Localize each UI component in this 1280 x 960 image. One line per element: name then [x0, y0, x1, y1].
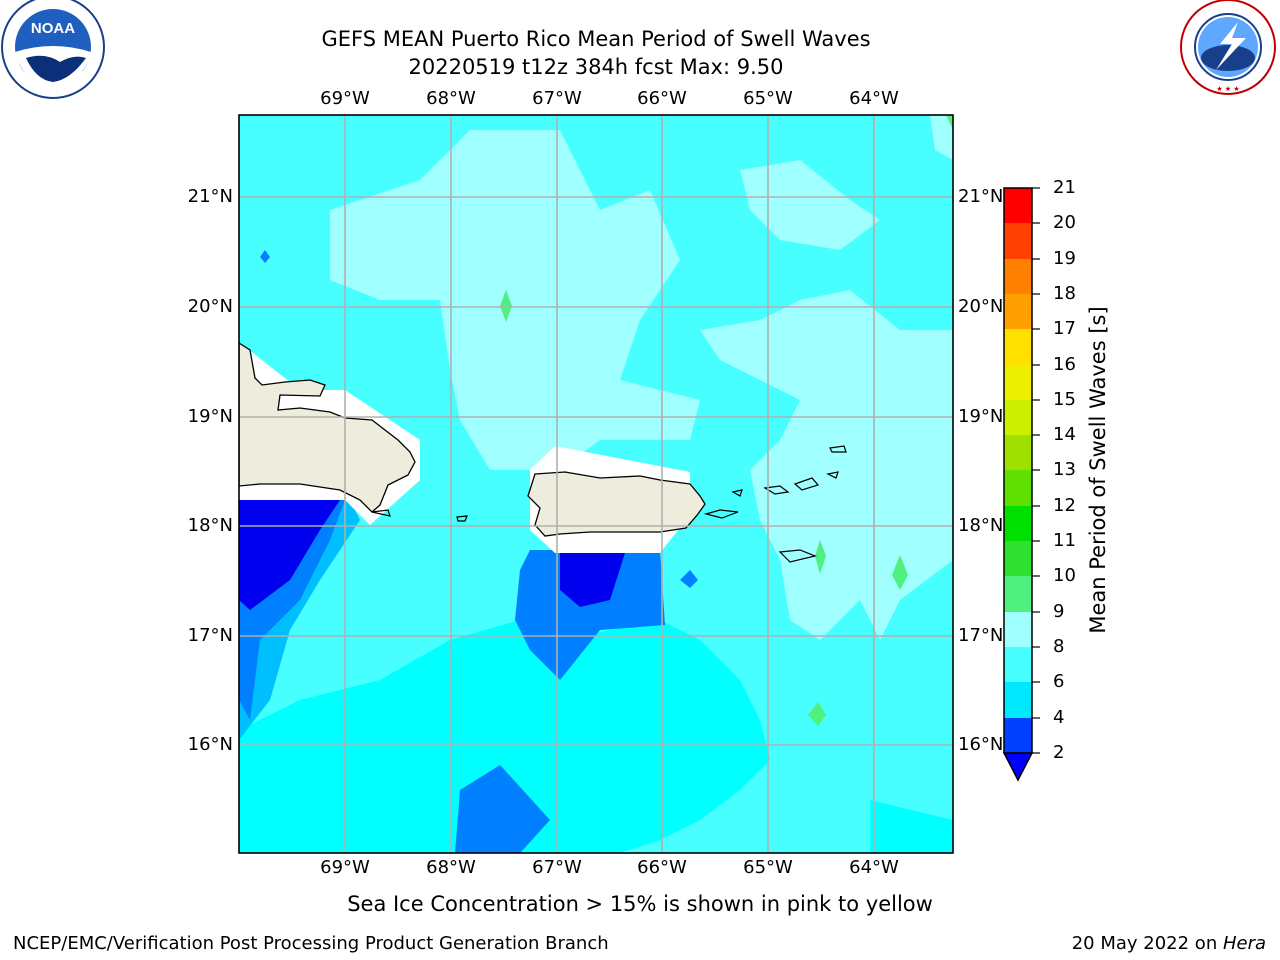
- virgin-islands: [371, 445, 847, 563]
- lon-label-bottom: 69°W: [320, 857, 370, 878]
- wave-period-field: [239, 115, 953, 853]
- lat-label-left: 17°N: [187, 625, 233, 646]
- lon-label-bottom: 67°W: [532, 857, 582, 878]
- lat-label-right: 16°N: [958, 734, 1004, 755]
- lon-label-top: 65°W: [743, 88, 793, 109]
- lat-label-right: 17°N: [958, 625, 1004, 646]
- colorbar-tick-label: 20: [1053, 212, 1076, 233]
- noaa-logo-text: NOAA: [31, 20, 75, 37]
- map-gridlines: [239, 115, 953, 853]
- colorbar-title: Mean Period of Swell Waves [s]: [1086, 306, 1110, 634]
- lat-label-left: 19°N: [187, 406, 233, 427]
- lon-label-bottom: 65°W: [743, 857, 793, 878]
- machine-name: Hera: [1222, 933, 1266, 954]
- lon-label-top: 66°W: [637, 88, 687, 109]
- svg-text:★ ★ ★: ★ ★ ★: [1216, 85, 1239, 93]
- lon-label-top: 64°W: [849, 88, 899, 109]
- lon-label-top: 67°W: [532, 88, 582, 109]
- colorbar-tick-label: 8: [1053, 636, 1065, 657]
- lat-label-right: 21°N: [958, 186, 1004, 207]
- lat-label-left: 21°N: [187, 186, 233, 207]
- nws-logo: ★ ★ ★: [1180, 0, 1276, 95]
- credit-line: NCEP/EMC/Verification Post Processing Pr…: [13, 933, 609, 954]
- lon-label-top: 69°W: [320, 88, 370, 109]
- colorbar-tick-label: 14: [1053, 424, 1076, 445]
- colorbar-tick-label: 10: [1053, 565, 1076, 586]
- colorbar-tick-label: 17: [1053, 318, 1076, 339]
- noaa-logo: NOAA: [1, 0, 105, 99]
- colorbar-tick-label: 13: [1053, 459, 1076, 480]
- lat-label-right: 20°N: [958, 296, 1004, 317]
- colorbar-tick-label: 9: [1053, 601, 1065, 622]
- lat-label-left: 20°N: [187, 296, 233, 317]
- lon-label-bottom: 68°W: [426, 857, 476, 878]
- colorbar-tick-label: 2: [1053, 742, 1065, 763]
- colorbar-tick-label: 6: [1053, 671, 1065, 692]
- colorbar-tick-label: 16: [1053, 354, 1076, 375]
- colorbar-tick-label: 21: [1053, 177, 1076, 198]
- lat-label-right: 19°N: [958, 406, 1004, 427]
- chart-title: GEFS MEAN Puerto Rico Mean Period of Swe…: [321, 27, 871, 51]
- colorbar-tick-label: 15: [1053, 389, 1076, 410]
- puerto-rico-landmass: [527, 471, 706, 537]
- lon-label-bottom: 64°W: [849, 857, 899, 878]
- colorbar-tick-label: 11: [1053, 530, 1076, 551]
- lon-label-bottom: 66°W: [637, 857, 687, 878]
- lat-label-right: 18°N: [958, 515, 1004, 536]
- lon-label-top: 68°W: [426, 88, 476, 109]
- colorbar-tick-label: 4: [1053, 707, 1065, 728]
- colorbar: [1002, 187, 1040, 782]
- colorbar-tick-label: 12: [1053, 495, 1076, 516]
- hispaniola-landmass: [239, 342, 416, 513]
- date-stamp: 20 May 2022 on Hera: [1072, 933, 1266, 954]
- chart-subtitle: 20220519 t12z 384h fcst Max: 9.50: [408, 55, 784, 79]
- map-frame: [238, 114, 954, 854]
- colorbar-tick-label: 18: [1053, 283, 1076, 304]
- sea-ice-note: Sea Ice Concentration > 15% is shown in …: [347, 892, 933, 916]
- date-text: 20 May 2022 on: [1071, 933, 1223, 954]
- lat-label-left: 16°N: [187, 734, 233, 755]
- colorbar-tick-label: 19: [1053, 248, 1076, 269]
- lat-label-left: 18°N: [187, 515, 233, 536]
